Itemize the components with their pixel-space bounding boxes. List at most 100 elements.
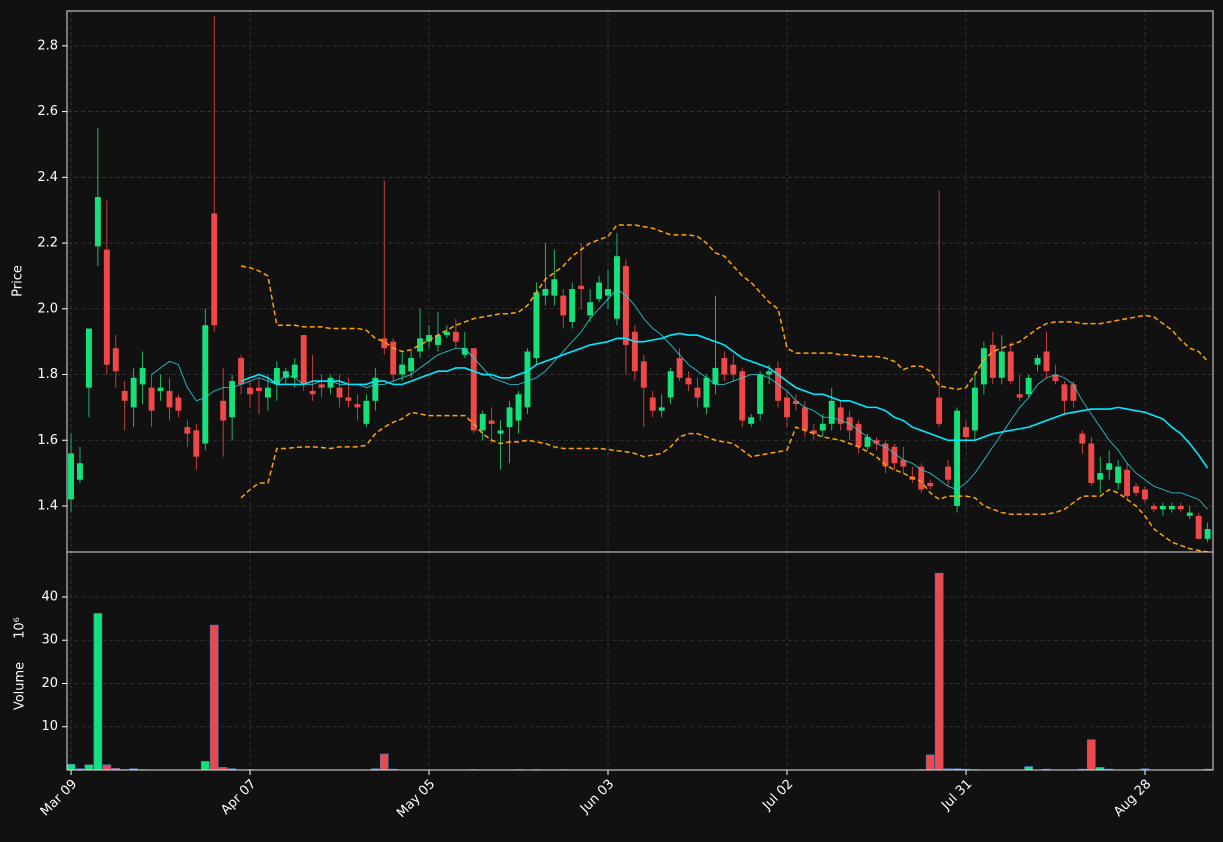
candle-body (345, 397, 352, 401)
candle-body (515, 394, 522, 421)
candle-body (954, 410, 960, 506)
y-tick-label: 2.0 (37, 301, 58, 316)
candle-body (300, 335, 307, 385)
candle-body (488, 420, 495, 424)
candle-body (963, 427, 969, 437)
candle-body (211, 213, 218, 326)
candle-body (918, 466, 925, 490)
candle-body (94, 197, 101, 247)
candle-body (1168, 505, 1175, 510)
y-tick-label: 1.6 (37, 433, 58, 448)
candle-body (828, 400, 835, 424)
y2-tick-label: 10 (41, 719, 58, 734)
candle-body (873, 440, 880, 444)
candle-body (256, 387, 262, 391)
candle-body (238, 358, 245, 385)
candle-body (461, 348, 468, 355)
candle-body (336, 387, 343, 398)
candle-body (1043, 351, 1050, 372)
volume-bar (379, 753, 389, 771)
candle-body (1195, 515, 1202, 539)
candle-body (77, 463, 83, 480)
volume-bar (934, 572, 944, 771)
candle-body (694, 387, 701, 398)
candle-body (792, 400, 799, 405)
indicator-line (240, 332, 1209, 469)
volume-axis-label: Volume (13, 662, 28, 710)
candle-body (605, 289, 611, 296)
volume-bar (925, 754, 935, 771)
candle-body (649, 397, 656, 411)
candle-body (1070, 384, 1077, 401)
candle-body (417, 338, 424, 352)
candle-body (542, 289, 549, 296)
volume-bar (1024, 766, 1033, 771)
candle-body (426, 335, 432, 342)
candle-body (399, 364, 406, 375)
y2-tick-label: 40 (41, 589, 58, 604)
volume-axis-offset: 10⁶ (13, 617, 28, 639)
candle-body (506, 407, 513, 428)
candle-body (354, 404, 361, 408)
candle-body (578, 285, 585, 290)
candle-body (157, 387, 164, 391)
y-axis-label: Price (11, 265, 26, 297)
candle-body (730, 364, 737, 375)
candle-body (1115, 466, 1122, 483)
candle-body (801, 407, 808, 431)
candle-body (533, 292, 540, 359)
candle-body (676, 358, 683, 378)
candle-body (130, 377, 137, 408)
candle-body (1106, 463, 1113, 470)
candle-body (273, 367, 280, 385)
candle-body (658, 407, 665, 411)
candle-body (837, 407, 844, 424)
y-tick-label: 2.6 (37, 104, 58, 119)
candle-body (166, 390, 173, 408)
candle-body (587, 302, 594, 316)
y-tick-label: 1.4 (37, 498, 58, 513)
candle-body (85, 328, 92, 388)
candle-body (1061, 384, 1068, 401)
candle-body (989, 344, 996, 378)
candle-body (819, 423, 826, 431)
candle-body (443, 331, 450, 336)
volume-bar (84, 764, 94, 771)
candle-body (721, 358, 728, 375)
candle-body (1124, 469, 1131, 497)
candle-body (309, 390, 316, 395)
candle-body (381, 338, 388, 349)
candle-body (1142, 489, 1148, 500)
candle-body (229, 381, 236, 418)
candle-body (703, 377, 710, 408)
candle-body (614, 256, 620, 319)
candle-body (103, 249, 110, 365)
candle-body (121, 390, 128, 401)
candle-body (640, 361, 647, 388)
candle-body (497, 430, 504, 434)
candle-body (1052, 374, 1059, 382)
candle-body (220, 400, 227, 421)
candle-body (1088, 443, 1095, 483)
candle-body (685, 377, 692, 385)
volume-bar (93, 613, 103, 771)
candle-body (175, 397, 182, 411)
candle-body (247, 387, 253, 395)
candle-body (1079, 433, 1086, 444)
candle-body (193, 430, 200, 457)
candle-body (1177, 505, 1184, 510)
candle-body (784, 397, 790, 418)
candle-body (202, 325, 209, 444)
candle-body (1133, 486, 1139, 493)
candle-body (900, 459, 907, 467)
candle-body (748, 417, 755, 424)
candle-body (569, 289, 576, 322)
volume-bar (66, 764, 76, 771)
candle-body (68, 453, 74, 500)
candle-body (435, 335, 441, 345)
candle-body (479, 413, 486, 431)
candle-body (971, 387, 978, 431)
